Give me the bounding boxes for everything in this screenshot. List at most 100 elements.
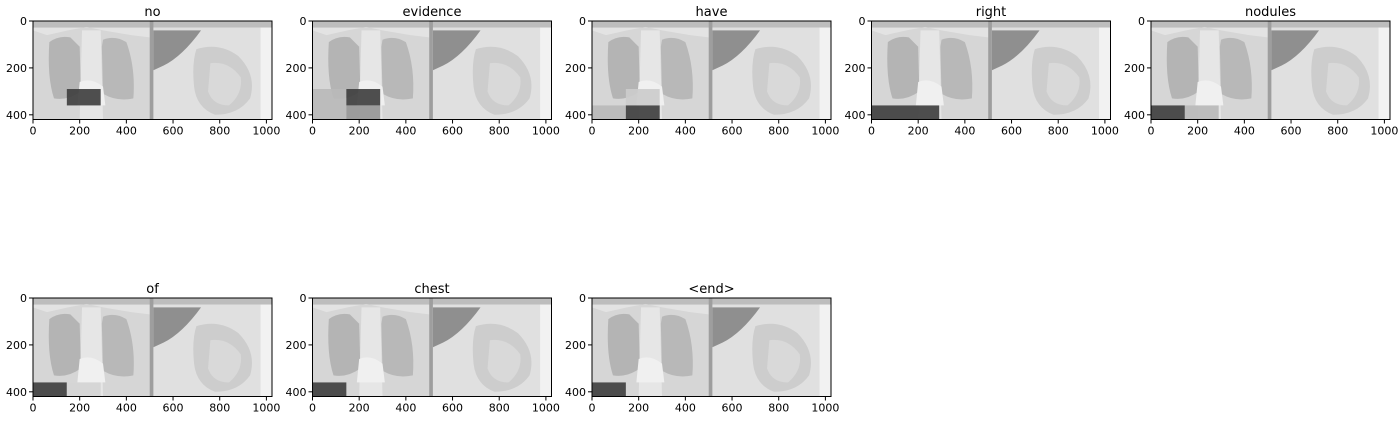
- x-tick-label: 200: [349, 125, 370, 138]
- xray-image: [1151, 21, 1390, 120]
- y-tick-label: 200: [286, 339, 307, 352]
- y-tick-label: 0: [859, 15, 866, 28]
- x-tick-label: 0: [589, 125, 596, 138]
- y-tick-label: 200: [286, 62, 307, 75]
- x-tick-label: 800: [768, 402, 789, 415]
- x-tick-label: 800: [489, 125, 510, 138]
- x-tick-label: 1000: [252, 125, 280, 138]
- axes-frame: [32, 20, 273, 120]
- x-tick-label: 200: [1187, 125, 1208, 138]
- x-tick-label: 0: [30, 125, 37, 138]
- y-tick-label: 200: [6, 339, 27, 352]
- y-tick-label: 0: [20, 292, 27, 305]
- x-tick-label: 0: [868, 125, 875, 138]
- x-tick-label: 400: [675, 125, 696, 138]
- panel-1: evidence 0 200 400 600 800 1000 0 200 400: [286, 5, 560, 138]
- panel-title: no: [144, 5, 160, 20]
- x-tick-label: 800: [1327, 125, 1348, 138]
- x-tick-label: 800: [209, 125, 230, 138]
- panel-4: nodules 0 200 400 600 800 1000 0 200 400: [1124, 5, 1398, 138]
- x-tick-label: 400: [1234, 125, 1255, 138]
- attention-region: [592, 382, 626, 397]
- y-tick-label: 200: [565, 339, 586, 352]
- xray-image: [871, 21, 1111, 120]
- attention-region: [625, 89, 660, 106]
- y-tick-label: 200: [845, 62, 866, 75]
- x-tick-label: 600: [1281, 125, 1302, 138]
- panel-0: no 0 200 400 600 800 1000 0 200 400: [6, 5, 280, 138]
- x-tick-label: 800: [209, 402, 230, 415]
- x-tick-label: 200: [908, 125, 929, 138]
- y-tick-label: 200: [565, 62, 586, 75]
- x-tick-label: 600: [163, 402, 184, 415]
- xray-image: [592, 298, 831, 397]
- y-tick-label: 400: [565, 109, 586, 122]
- panel-3: right 0 200 400 600 800 1000 0 200 400: [845, 5, 1119, 138]
- attention-region: [625, 105, 660, 120]
- x-tick-label: 200: [628, 402, 649, 415]
- y-tick-label: 400: [1124, 109, 1145, 122]
- attention-region: [592, 105, 626, 120]
- axes-frame: [591, 297, 832, 397]
- x-tick-label: 0: [309, 402, 316, 415]
- attention-region: [1184, 105, 1219, 120]
- y-tick-label: 200: [1124, 62, 1145, 75]
- y-tick-label: 0: [579, 15, 586, 28]
- y-tick-label: 400: [286, 386, 307, 399]
- y-tick-label: 400: [565, 386, 586, 399]
- y-tick-label: 0: [300, 292, 307, 305]
- attention-region: [66, 89, 101, 106]
- panel-title: have: [696, 5, 728, 20]
- panel-title: evidence: [403, 5, 462, 20]
- x-tick-label: 1000: [1370, 125, 1398, 138]
- x-tick-label: 200: [69, 125, 90, 138]
- panel-2: have 0 200 400 600 800 1000 0 200 400: [565, 5, 839, 138]
- xray-image: [33, 298, 272, 397]
- axes-frame: [1150, 20, 1391, 120]
- x-tick-label: 600: [163, 125, 184, 138]
- x-tick-label: 800: [768, 125, 789, 138]
- attention-region: [346, 105, 381, 120]
- axes-frame: [312, 20, 552, 120]
- x-tick-label: 400: [675, 402, 696, 415]
- attention-region: [33, 382, 67, 397]
- xray-image: [312, 298, 552, 397]
- x-tick-label: 0: [589, 402, 596, 415]
- y-tick-label: 0: [1138, 15, 1145, 28]
- y-tick-label: 0: [579, 292, 586, 305]
- panel-5: of 0 200 400 600 800 1000 0 200 400: [6, 282, 280, 415]
- attention-region: [312, 382, 347, 397]
- attention-region: [346, 89, 381, 106]
- x-tick-label: 1000: [811, 402, 839, 415]
- panel-title: right: [976, 5, 1007, 20]
- panel-title: nodules: [1245, 5, 1296, 20]
- axes-frame: [871, 20, 1111, 120]
- x-tick-label: 800: [1048, 125, 1069, 138]
- x-tick-label: 0: [30, 402, 37, 415]
- y-tick-label: 200: [6, 62, 27, 75]
- x-tick-label: 1000: [1091, 125, 1119, 138]
- x-tick-label: 1000: [532, 125, 560, 138]
- y-tick-label: 400: [845, 109, 866, 122]
- x-tick-label: 600: [442, 125, 463, 138]
- y-tick-label: 0: [300, 15, 307, 28]
- y-tick-label: 400: [6, 386, 27, 399]
- y-tick-label: 0: [20, 15, 27, 28]
- x-tick-label: 600: [442, 402, 463, 415]
- y-tick-label: 400: [286, 109, 307, 122]
- x-tick-label: 0: [309, 125, 316, 138]
- x-tick-label: 400: [395, 402, 416, 415]
- x-tick-label: 400: [395, 125, 416, 138]
- axes-frame: [312, 297, 552, 397]
- attention-region: [66, 382, 101, 397]
- attention-region: [871, 105, 940, 120]
- x-tick-label: 1000: [252, 402, 280, 415]
- attention-region: [312, 89, 347, 120]
- attention-region: [1151, 105, 1185, 120]
- x-tick-label: 1000: [811, 125, 839, 138]
- panel-title: <end>: [688, 282, 734, 297]
- x-tick-label: 400: [116, 125, 137, 138]
- x-tick-label: 200: [69, 402, 90, 415]
- x-tick-label: 400: [116, 402, 137, 415]
